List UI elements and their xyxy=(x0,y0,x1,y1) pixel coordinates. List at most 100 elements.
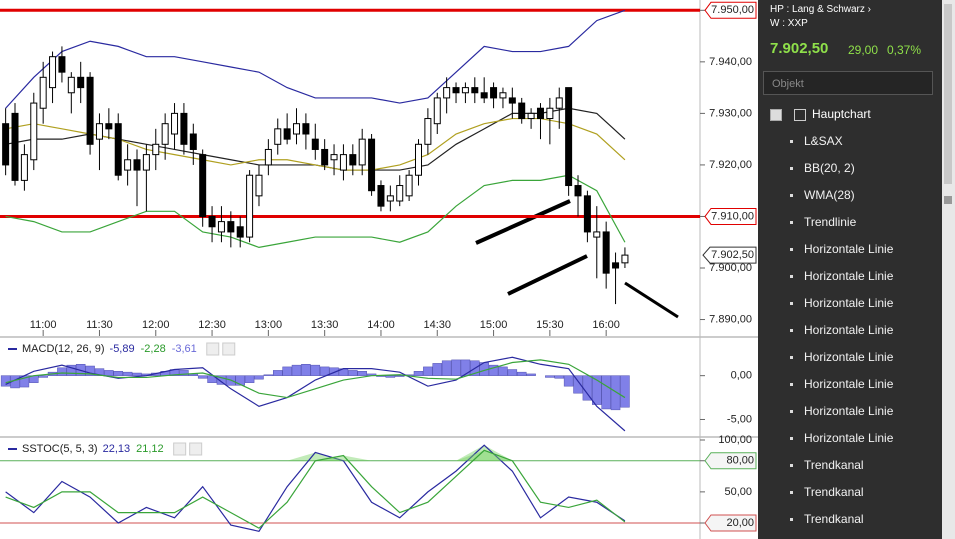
candle-body xyxy=(199,154,207,217)
histogram-bar xyxy=(451,359,461,376)
y-tick-label: 7.950,00 xyxy=(711,4,754,16)
tree-root[interactable]: Hauptchart xyxy=(812,107,871,121)
tree-item[interactable]: Horizontale Linie xyxy=(789,347,893,367)
candle-body xyxy=(133,159,141,171)
y-tick-label: 7.920,00 xyxy=(709,159,752,171)
candle-body xyxy=(39,76,47,109)
tree-item[interactable]: Horizontale Linie xyxy=(789,374,893,394)
candle-body xyxy=(612,262,620,269)
histogram-bar xyxy=(197,375,208,379)
candle-body xyxy=(217,221,225,233)
candle-body xyxy=(593,231,601,238)
legend-swatch xyxy=(8,348,17,350)
panel-title: MACD(12, 26, 9) xyxy=(22,343,105,355)
candle-body xyxy=(171,112,179,135)
x-tick-label: 13:30 xyxy=(311,319,339,331)
panel-button xyxy=(222,342,236,356)
y-tick-label: 100,00 xyxy=(718,434,752,446)
histogram-bar xyxy=(57,367,67,376)
y-tick-label: 50,00 xyxy=(724,486,752,498)
candle-body xyxy=(264,148,272,166)
tree-item[interactable]: Trendkanal xyxy=(790,482,864,502)
histogram-bar xyxy=(582,375,593,401)
y-tick-label: 7.930,00 xyxy=(709,107,752,119)
histogram-bar xyxy=(0,375,11,387)
y-tick-label: 80,00 xyxy=(726,455,754,467)
scroll-thumb[interactable] xyxy=(944,4,952,184)
histogram-bar xyxy=(592,375,602,405)
histogram-bar xyxy=(104,370,114,376)
tree-item[interactable]: Horizontale Linie xyxy=(789,293,893,313)
tree-item[interactable]: L&SAX xyxy=(790,131,843,151)
chart-icon xyxy=(794,109,806,121)
candle-body xyxy=(490,87,498,99)
scrollbar[interactable] xyxy=(942,0,955,539)
candle-body xyxy=(246,174,254,238)
last-price-box xyxy=(702,246,757,264)
candle-body xyxy=(152,143,160,156)
candle-body xyxy=(368,138,376,192)
candle-body xyxy=(114,123,122,176)
histogram-bar xyxy=(385,375,396,378)
line xyxy=(5,359,626,399)
candle-body xyxy=(508,97,516,104)
candle-body xyxy=(142,154,150,171)
candle-body xyxy=(471,87,479,94)
tree-item[interactable]: WMA(28) xyxy=(790,185,855,205)
tree-item[interactable]: BB(20, 2) xyxy=(790,158,855,178)
candle-body xyxy=(536,107,544,120)
histogram-bar xyxy=(554,375,564,379)
candle-body xyxy=(461,87,469,94)
y-tick-label: 7.900,00 xyxy=(709,262,752,274)
tree-item[interactable]: Horizontale Linie xyxy=(789,428,893,448)
trendline xyxy=(624,281,679,319)
histogram-bar xyxy=(601,375,611,410)
candle-body xyxy=(518,102,526,120)
y-tick-label: 7.940,00 xyxy=(709,56,752,68)
tree-item[interactable]: Horizontale Linie xyxy=(789,401,893,421)
candle-body xyxy=(274,128,282,145)
collapse-button[interactable] xyxy=(770,109,782,121)
candle-body xyxy=(20,154,28,181)
readout: 22,13 xyxy=(103,443,131,455)
search-input[interactable]: Objekt xyxy=(763,71,933,95)
last-price-label: 7.902,50 xyxy=(711,249,754,261)
histogram-bar xyxy=(85,365,95,376)
candle-body xyxy=(405,174,413,197)
candle-body xyxy=(377,185,385,207)
candle-body xyxy=(161,123,169,145)
candle-body xyxy=(49,56,57,89)
candle-body xyxy=(330,154,338,161)
tree-item[interactable]: Trendkanal xyxy=(790,509,864,529)
exchange[interactable]: HP : Lang & Schwarz › xyxy=(770,4,871,15)
panel-title: SSTOC(5, 5, 3) xyxy=(22,443,98,455)
panel-button xyxy=(206,342,220,356)
x-tick-label: 12:30 xyxy=(198,319,226,331)
candle-body xyxy=(293,123,301,135)
candle-body xyxy=(621,254,629,264)
y-tick-label: 7.890,00 xyxy=(709,313,752,325)
chart: 7.950,00 7.940,00 7.930,00 7.920,00 7.910,00… xyxy=(0,0,758,539)
tree-item[interactable]: Horizontale Linie xyxy=(789,239,893,259)
candle-body xyxy=(555,97,563,109)
x-tick-label: 14:30 xyxy=(423,319,451,331)
candle-body xyxy=(2,123,10,166)
tree-item[interactable]: Trendlinie xyxy=(789,212,856,232)
histogram-bar xyxy=(357,371,367,376)
x-tick-label: 11:00 xyxy=(30,319,57,331)
candle-body xyxy=(527,112,535,120)
tree-item[interactable]: Horizontale Linie xyxy=(789,266,893,286)
histogram-bar xyxy=(488,364,499,376)
histogram-bar xyxy=(235,375,245,386)
candle-body xyxy=(283,128,291,140)
tree-item[interactable]: Trendkanal xyxy=(790,455,864,475)
line-label-box xyxy=(704,207,757,225)
histogram-bar xyxy=(460,359,471,376)
tree-item[interactable]: Horizontale Linie xyxy=(789,320,893,340)
histogram-bar xyxy=(423,366,433,376)
candle-body xyxy=(565,87,573,187)
candle-body xyxy=(424,118,432,145)
symbol: W : XXP xyxy=(770,18,808,29)
sidebar: HP : Lang & Schwarz › W : XXP 7.902,50 2… xyxy=(758,0,942,539)
